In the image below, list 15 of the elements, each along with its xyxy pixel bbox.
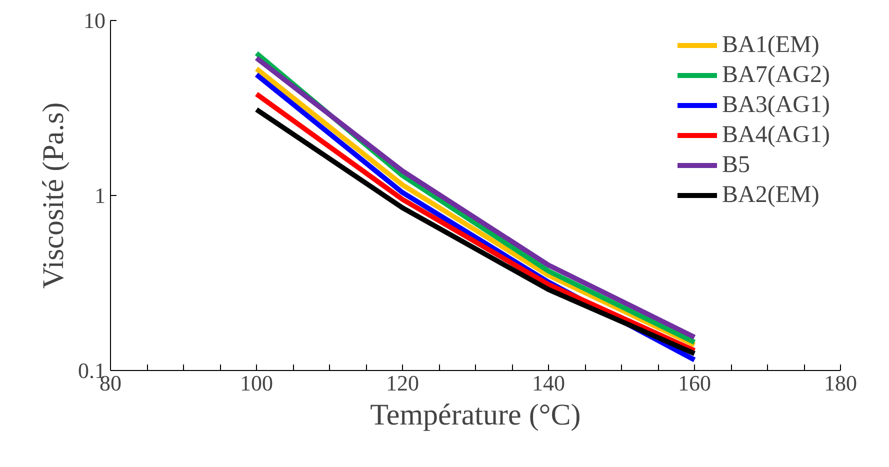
y-tick-label: 1 (94, 183, 106, 208)
legend-label: B5 (722, 150, 750, 180)
legend-label: BA1(EM) (722, 30, 820, 60)
x-tick-label: 180 (824, 370, 857, 396)
x-axis-title: Température (°C) (370, 398, 581, 432)
x-tick-label: 120 (386, 370, 419, 396)
y-axis-title: Viscosité (Pa.s) (37, 102, 70, 289)
legend-label: BA7(AG2) (722, 60, 830, 90)
legend-label: BA3(AG1) (722, 90, 830, 120)
x-tick-label: 140 (532, 370, 565, 396)
x-tick-label: 160 (678, 370, 711, 396)
y-tick-label: 10 (84, 8, 106, 33)
legend-label: BA2(EM) (722, 180, 820, 210)
legend-label: BA4(AG1) (722, 120, 830, 150)
x-tick-label: 100 (240, 370, 273, 396)
